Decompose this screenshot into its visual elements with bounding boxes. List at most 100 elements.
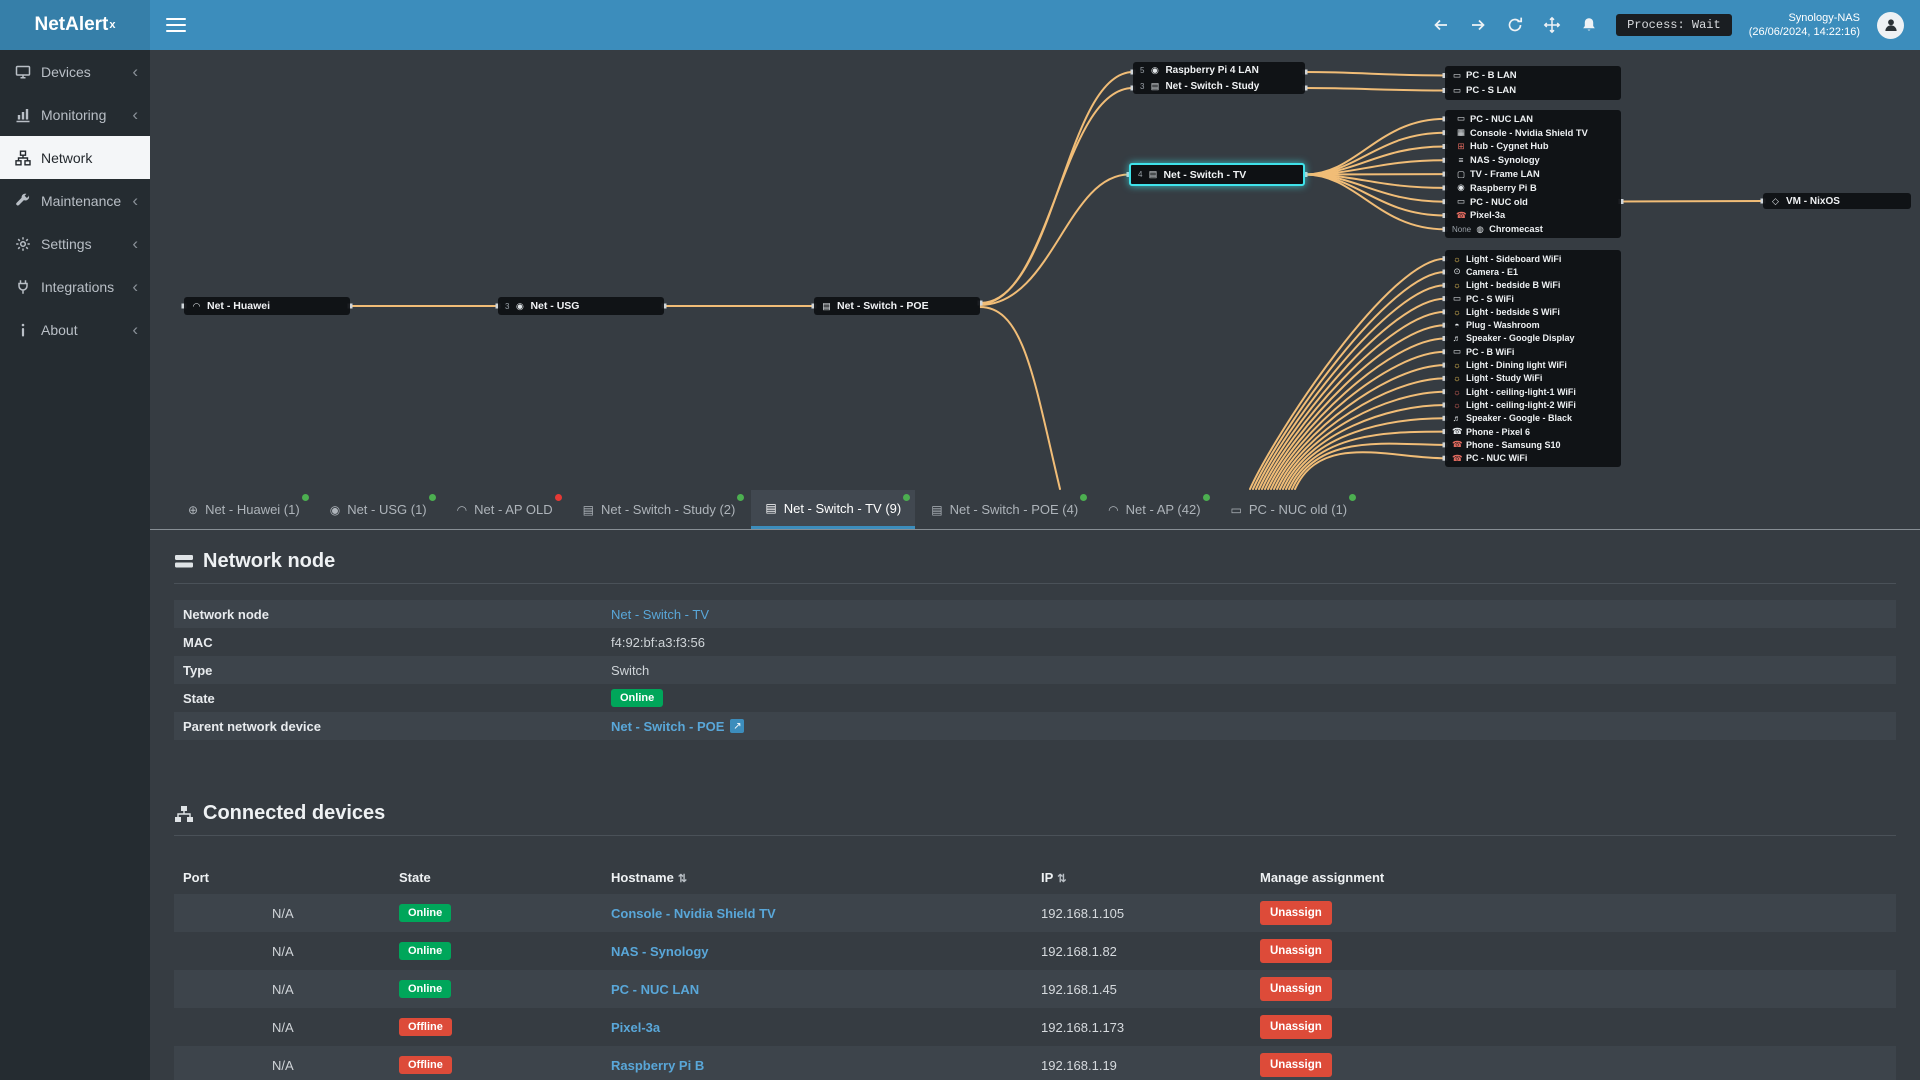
- column-header-hostname[interactable]: Hostname ⇅: [611, 869, 688, 885]
- topology-device-row[interactable]: ☎ Phone - Samsung S10: [1445, 438, 1621, 451]
- topology-device-row[interactable]: ◓ Plug - Washroom: [1445, 318, 1621, 331]
- sidebar-toggle-button[interactable]: [166, 18, 186, 32]
- port-cell: N/A: [272, 981, 294, 997]
- column-header-ip[interactable]: IP ⇅: [1041, 869, 1067, 885]
- device-icon: ⊞: [1457, 140, 1465, 151]
- topology-device-row[interactable]: ▢ TV - Frame LAN: [1445, 167, 1621, 181]
- sort-icon[interactable]: ⇅: [677, 872, 688, 885]
- unassign-button[interactable]: Unassign: [1260, 977, 1332, 1001]
- hostname-link[interactable]: Raspberry Pi B: [611, 1057, 705, 1073]
- top-navbar: NetAlert x Process: Wait Synology-NAS (26: [0, 0, 1920, 50]
- chevron-left-icon: ‹: [132, 319, 138, 339]
- topology-device-row[interactable]: 3 ▤ Net - Switch - Study: [1133, 78, 1305, 94]
- sidebar-item-monitoring[interactable]: Monitoring ‹: [0, 93, 150, 136]
- device-label: Net - Switch - Study: [1165, 80, 1260, 92]
- hostname-link[interactable]: Console - Nvidia Shield TV: [611, 905, 776, 921]
- unassign-button[interactable]: Unassign: [1260, 1053, 1332, 1077]
- topology-device-row[interactable]: ≡ NAS - Synology: [1445, 153, 1621, 167]
- topology-device-row[interactable]: ☼ Light - bedside B WiFi: [1445, 279, 1621, 292]
- tab-label: Net - AP (42): [1125, 502, 1201, 517]
- type-value: Switch: [611, 662, 650, 678]
- forward-button[interactable]: [1468, 15, 1488, 35]
- app-logo[interactable]: NetAlert x: [0, 0, 150, 50]
- topology-device-row[interactable]: ▦ Console - Nvidia Shield TV: [1445, 126, 1621, 140]
- topology-device-row[interactable]: ☎ Phone - Pixel 6: [1445, 425, 1621, 438]
- plug-icon: [18, 279, 28, 294]
- device-icon: ▤: [1150, 80, 1160, 91]
- topology-device-row[interactable]: ☼ Light - bedside S WiFi: [1445, 305, 1621, 318]
- topology-node-huawei[interactable]: ◠ Net - Huawei: [184, 297, 350, 315]
- topology-device-row[interactable]: ♬ Speaker - Google - Black: [1445, 412, 1621, 425]
- notifications-button[interactable]: [1579, 15, 1599, 35]
- parent-node-link[interactable]: Net - Switch - POE: [611, 718, 725, 734]
- column-header-port: Port: [183, 869, 209, 885]
- detail-label: Parent network device: [183, 718, 321, 734]
- sidebar-item-maintenance[interactable]: Maintenance ‹: [0, 179, 150, 222]
- sidebar-item-settings[interactable]: Settings ‹: [0, 222, 150, 265]
- sidebar-item-network[interactable]: Network: [0, 136, 150, 179]
- topology-device-row[interactable]: ▭ PC - S WiFi: [1445, 292, 1621, 305]
- topology-node-vm-nixos[interactable]: ◇ VM - NixOS: [1763, 193, 1911, 209]
- tab[interactable]: ▤ Net - Switch - TV (9): [751, 490, 916, 529]
- network-type-icon: ▤: [582, 502, 594, 517]
- tab[interactable]: ▤ Net - Switch - POE (4): [917, 490, 1092, 529]
- pan-button[interactable]: [1542, 15, 1562, 35]
- connected-devices-table: Port State Hostname ⇅ IP ⇅ Manage assignme…: [174, 860, 1896, 1080]
- topology-device-row[interactable]: 5 ◉ Raspberry Pi 4 LAN: [1133, 62, 1305, 78]
- ip-cell: 192.168.1.19: [1041, 1057, 1117, 1073]
- tab-label: Net - USG (1): [347, 502, 427, 517]
- topology-device-row[interactable]: ☼ Light - Dining light WiFi: [1445, 358, 1621, 371]
- tab[interactable]: ◉ Net - USG (1): [316, 490, 441, 529]
- topology-node-switch-poe[interactable]: ▤ Net - Switch - POE: [814, 297, 980, 315]
- topology-device-row[interactable]: ♬ Speaker - Google Display: [1445, 332, 1621, 345]
- topology-device-row[interactable]: ▭ PC - S LAN: [1445, 83, 1621, 98]
- sidebar-item-devices[interactable]: Devices ‹: [0, 50, 150, 93]
- topology-device-row[interactable]: ☼ Light - ceiling-light-1 WiFi: [1445, 385, 1621, 398]
- device-label: Speaker - Google Display: [1466, 333, 1575, 344]
- topology-device-row[interactable]: ☼ Light - ceiling-light-2 WiFi: [1445, 398, 1621, 411]
- app-logo-text: NetAlert: [34, 14, 109, 35]
- wrench-icon: [16, 193, 30, 205]
- topology-node-usg[interactable]: 3 ◉ Net - USG: [498, 297, 664, 315]
- hostname-link[interactable]: PC - NUC LAN: [611, 981, 700, 997]
- external-link-icon[interactable]: ↗: [730, 719, 745, 733]
- tab[interactable]: ◠ Net - AP OLD: [443, 490, 567, 529]
- tab[interactable]: ▭ PC - NUC old (1): [1217, 490, 1362, 529]
- topology-device-row[interactable]: ▭ PC - NUC LAN: [1445, 112, 1621, 126]
- sidebar-item-about[interactable]: About ‹: [0, 308, 150, 351]
- hostname-link[interactable]: NAS - Synology: [611, 943, 709, 959]
- topology-device-row[interactable]: ☎ Pixel-3a: [1445, 209, 1621, 223]
- ip-cell: 192.168.1.173: [1041, 1019, 1125, 1035]
- hostname-link[interactable]: Pixel-3a: [611, 1019, 661, 1035]
- sort-icon[interactable]: ⇅: [1057, 872, 1067, 885]
- back-button[interactable]: [1431, 15, 1451, 35]
- user-avatar[interactable]: [1877, 11, 1904, 39]
- refresh-button[interactable]: [1505, 15, 1525, 35]
- tab[interactable]: ◠ Net - AP (42): [1094, 490, 1214, 529]
- topology-device-row[interactable]: ▭ PC - NUC old: [1445, 195, 1621, 209]
- topology-device-row[interactable]: ⊙ Camera - E1: [1445, 265, 1621, 278]
- status-dot: [301, 494, 309, 501]
- unassign-button[interactable]: Unassign: [1260, 901, 1332, 925]
- sidebar-item-label: Devices: [41, 63, 91, 80]
- topology-device-row[interactable]: ◉ Raspberry Pi B: [1445, 181, 1621, 195]
- network-type-icon: ◉: [329, 502, 341, 517]
- tab[interactable]: ⊕ Net - Huawei (1): [174, 490, 314, 529]
- topology-device-row[interactable]: ☎ PC - NUC WiFi: [1445, 451, 1621, 464]
- user-icon: [1884, 19, 1897, 31]
- unassign-button[interactable]: Unassign: [1260, 939, 1332, 963]
- topology-device-row[interactable]: None ◍ Chromecast: [1445, 222, 1621, 236]
- unassign-button[interactable]: Unassign: [1260, 1015, 1332, 1039]
- network-node-link[interactable]: Net - Switch - TV: [611, 606, 710, 622]
- sidebar-item-label: Settings: [41, 235, 92, 252]
- topology-device-row[interactable]: ⊞ Hub - Cygnet Hub: [1445, 140, 1621, 154]
- sidebar-item-integrations[interactable]: Integrations ‹: [0, 265, 150, 308]
- topology-device-row[interactable]: ☼ Light - Study WiFi: [1445, 372, 1621, 385]
- topology-device-row[interactable]: ☼ Light - Sideboard WiFi: [1445, 252, 1621, 265]
- tab[interactable]: ▤ Net - Switch - Study (2): [569, 490, 750, 529]
- topology-device-row[interactable]: ▭ PC - B LAN: [1445, 68, 1621, 83]
- tab-label: Net - Switch - Study (2): [601, 502, 736, 517]
- device-icon: ☎: [1456, 209, 1467, 220]
- topology-device-row[interactable]: ▭ PC - B WiFi: [1445, 345, 1621, 358]
- topology-node-switch-tv-selected[interactable]: 4 ▤ Net - Switch - TV: [1129, 163, 1305, 186]
